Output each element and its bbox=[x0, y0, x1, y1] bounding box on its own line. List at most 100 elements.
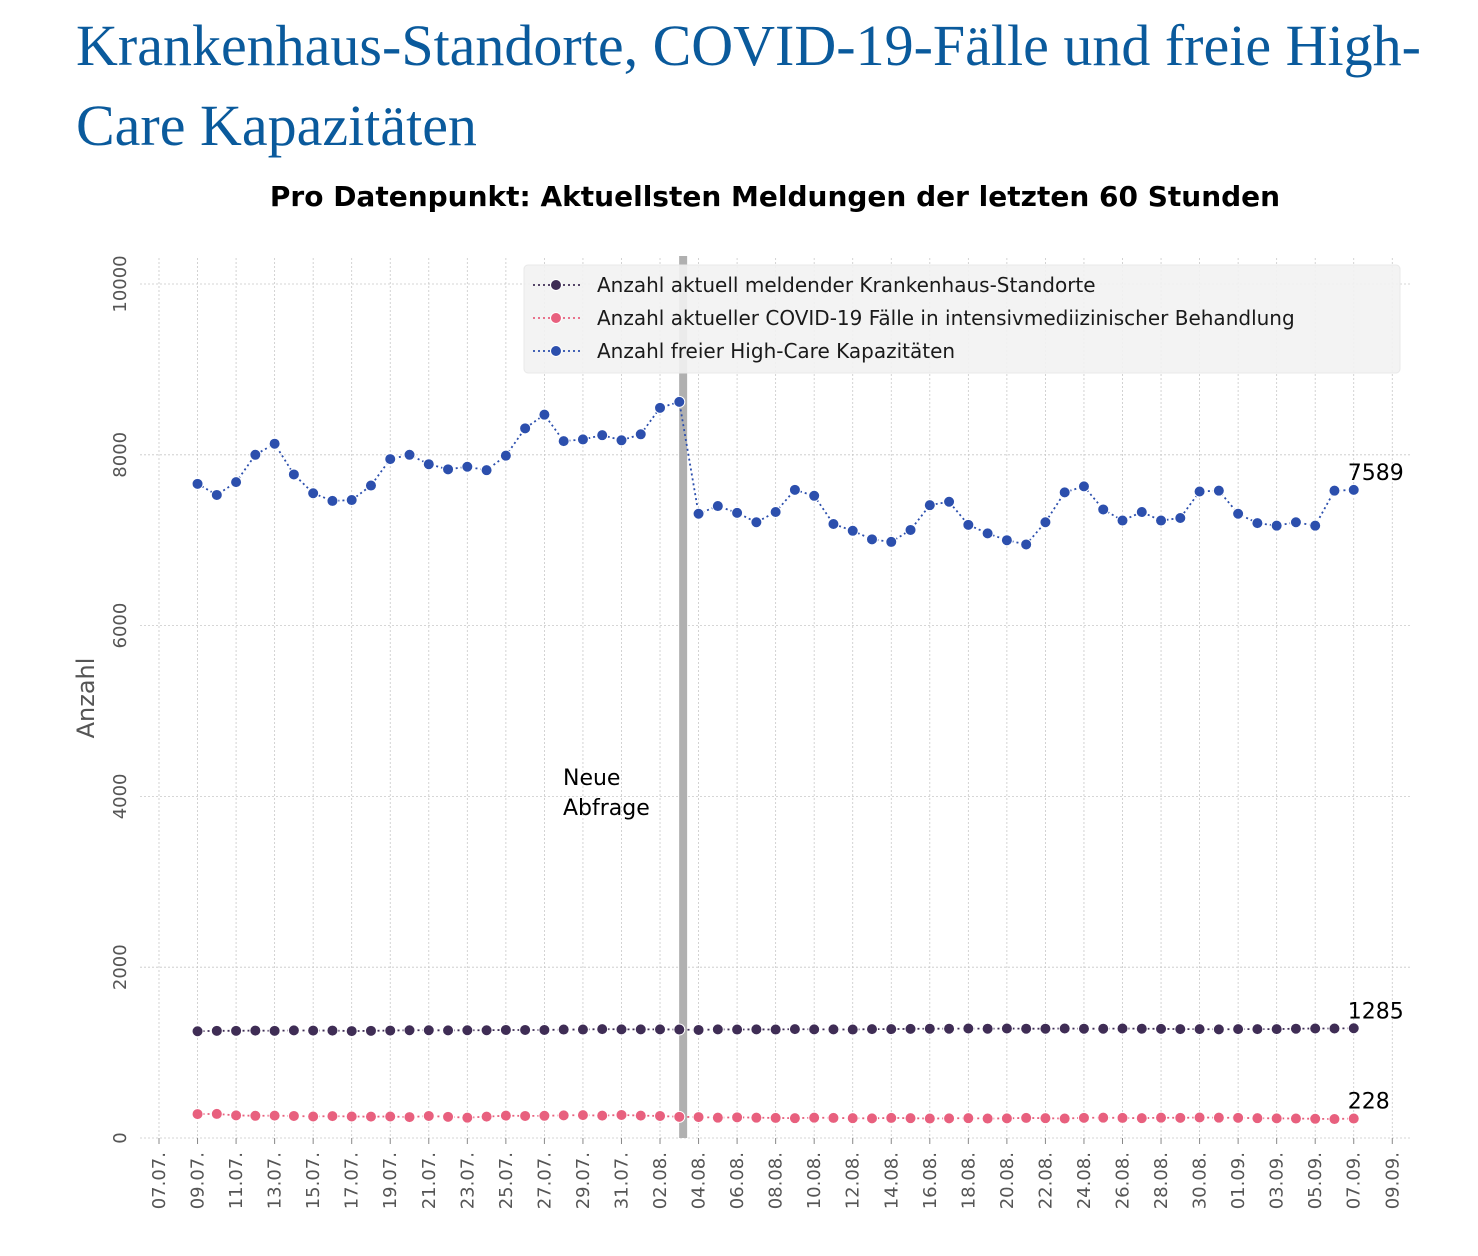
data-point bbox=[345, 494, 358, 507]
data-point bbox=[538, 1023, 551, 1036]
data-point bbox=[731, 506, 744, 519]
data-point bbox=[461, 1111, 474, 1124]
data-point bbox=[1270, 519, 1283, 532]
series-group: 1285 228 7589 bbox=[191, 395, 1404, 1126]
data-point bbox=[422, 1024, 435, 1037]
data-point bbox=[788, 483, 801, 496]
data-point bbox=[1058, 1022, 1071, 1035]
data-point bbox=[403, 448, 416, 461]
data-point bbox=[1077, 1111, 1090, 1124]
data-point bbox=[249, 1024, 262, 1037]
data-point bbox=[923, 1022, 936, 1035]
x-tick-label: 18.08. bbox=[958, 1152, 979, 1209]
data-point bbox=[788, 1112, 801, 1125]
data-point bbox=[692, 1111, 705, 1124]
series-1: 228 bbox=[191, 1090, 1390, 1126]
legend-marker bbox=[550, 279, 562, 291]
data-point bbox=[345, 1025, 358, 1038]
data-point bbox=[191, 1108, 204, 1121]
data-point bbox=[384, 1110, 397, 1123]
series-0: 1285 bbox=[191, 999, 1404, 1038]
data-point bbox=[1251, 1023, 1264, 1036]
data-point bbox=[827, 517, 840, 530]
data-point bbox=[384, 453, 397, 466]
y-tick-label: 6000 bbox=[110, 603, 131, 649]
x-tick-label: 24.08. bbox=[1074, 1152, 1095, 1209]
data-point bbox=[962, 1022, 975, 1035]
data-point bbox=[1020, 538, 1033, 551]
data-point bbox=[1097, 503, 1110, 516]
data-point bbox=[268, 1024, 281, 1037]
data-point bbox=[923, 1112, 936, 1125]
data-point bbox=[538, 408, 551, 421]
x-tick-label: 27.07. bbox=[534, 1152, 555, 1209]
data-point bbox=[904, 1112, 917, 1125]
data-point bbox=[1347, 1112, 1360, 1125]
x-tick-label: 17.07. bbox=[342, 1152, 363, 1209]
data-point bbox=[249, 448, 262, 461]
data-point bbox=[403, 1111, 416, 1124]
series-2: 7589 bbox=[191, 395, 1404, 551]
data-point bbox=[1058, 486, 1071, 499]
data-point bbox=[596, 1023, 609, 1036]
data-point bbox=[1135, 506, 1148, 519]
data-point bbox=[557, 1023, 570, 1036]
data-point bbox=[1212, 1111, 1225, 1124]
data-point bbox=[230, 1109, 243, 1122]
data-point bbox=[1328, 484, 1341, 497]
data-point bbox=[1039, 1112, 1052, 1125]
data-point bbox=[615, 1108, 628, 1121]
data-point bbox=[692, 1023, 705, 1036]
data-point bbox=[654, 401, 667, 414]
data-point bbox=[230, 1024, 243, 1037]
data-point bbox=[1039, 516, 1052, 529]
data-point bbox=[1020, 1022, 1033, 1035]
data-point bbox=[1000, 1022, 1013, 1035]
data-point bbox=[769, 506, 782, 519]
data-point bbox=[634, 1023, 647, 1036]
data-point bbox=[364, 1024, 377, 1037]
x-tick-label: 26.08. bbox=[1113, 1152, 1134, 1209]
data-point bbox=[711, 1111, 724, 1124]
data-point bbox=[1020, 1111, 1033, 1124]
chart-title: Pro Datenpunkt: Aktuellsten Meldungen de… bbox=[269, 180, 1281, 213]
x-tick-label: 07.07. bbox=[149, 1152, 170, 1209]
data-point bbox=[1270, 1023, 1283, 1036]
data-point bbox=[1116, 1022, 1129, 1035]
data-point bbox=[442, 1024, 455, 1037]
data-point bbox=[1077, 1022, 1090, 1035]
end-value-label: 1285 bbox=[1348, 999, 1404, 1024]
x-tick-label: 08.08. bbox=[766, 1152, 787, 1209]
data-point bbox=[1251, 1112, 1264, 1125]
legend-entry: Anzahl aktueller COVID-19 Fälle in inten… bbox=[597, 306, 1295, 330]
data-point bbox=[750, 516, 763, 529]
data-point bbox=[904, 1022, 917, 1035]
data-point bbox=[461, 460, 474, 473]
data-point bbox=[422, 458, 435, 471]
data-point bbox=[1000, 1112, 1013, 1125]
x-tick-label: 29.07. bbox=[573, 1152, 594, 1209]
data-point bbox=[846, 1023, 859, 1036]
y-tick-label: 2000 bbox=[110, 944, 131, 990]
data-point bbox=[654, 1023, 667, 1036]
data-point bbox=[673, 1110, 686, 1123]
axes: 0 2000 4000 6000 8000 10000 07.07. 09.07. 11.07.… bbox=[72, 255, 1403, 1209]
x-tick-label: 09.09. bbox=[1382, 1152, 1403, 1209]
data-point bbox=[750, 1111, 763, 1124]
y-axis-label: Anzahl bbox=[72, 658, 100, 739]
data-point bbox=[808, 1023, 821, 1036]
data-point bbox=[326, 1110, 339, 1123]
annotation-label-line1: Neue bbox=[563, 766, 620, 791]
data-point bbox=[480, 1110, 493, 1123]
data-point bbox=[943, 495, 956, 508]
y-tick-label: 0 bbox=[110, 1132, 131, 1143]
data-point bbox=[287, 1109, 300, 1122]
x-tick-label: 09.07. bbox=[188, 1152, 209, 1209]
data-point bbox=[1058, 1112, 1071, 1125]
x-tick-label: 05.09. bbox=[1305, 1152, 1326, 1209]
data-point bbox=[1174, 1111, 1187, 1124]
data-point bbox=[596, 1109, 609, 1122]
annotation-label-line2: Abfrage bbox=[563, 796, 650, 821]
data-point bbox=[846, 1112, 859, 1125]
data-point bbox=[827, 1023, 840, 1036]
